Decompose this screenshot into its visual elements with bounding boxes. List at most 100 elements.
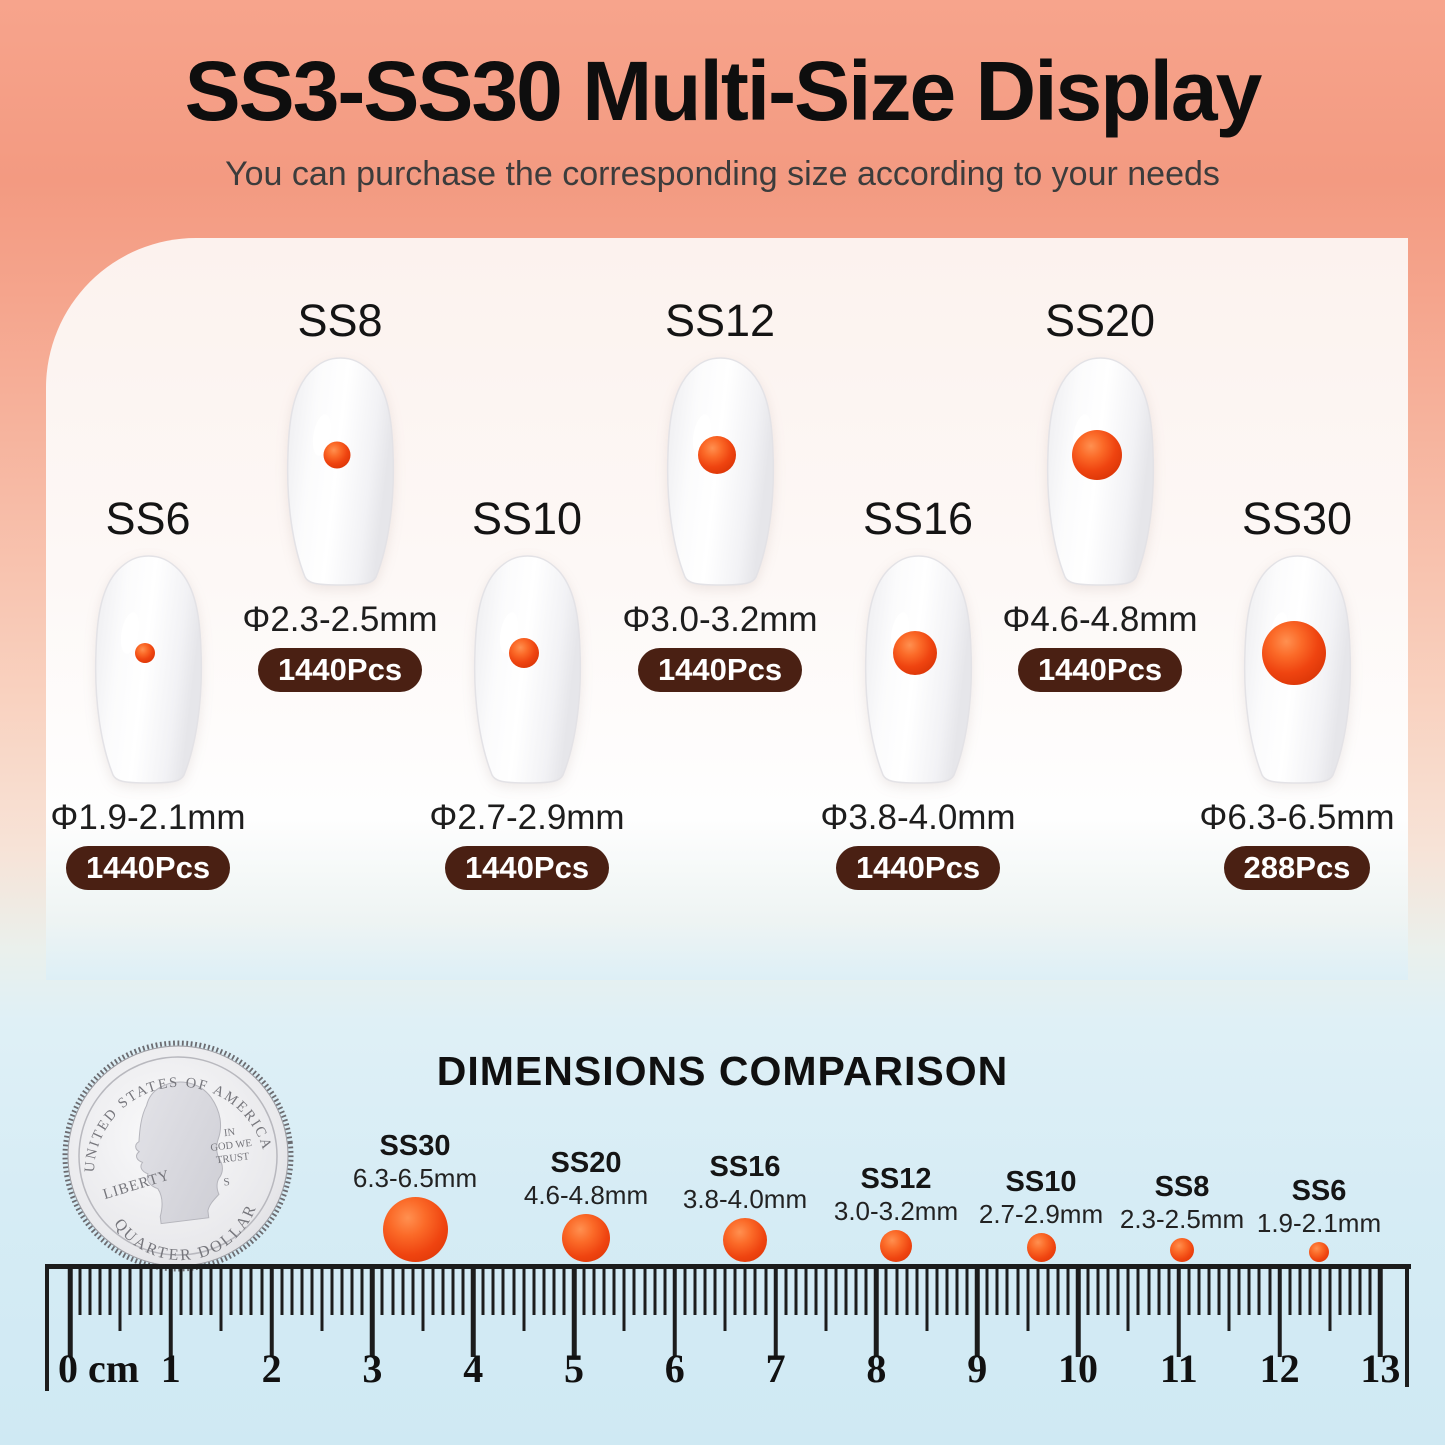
ruler-tick xyxy=(1378,1269,1383,1357)
size-card-ss20: SS20 Φ4.6-4.8mm 1440Pcs xyxy=(980,296,1220,692)
ruler-tick xyxy=(340,1269,344,1315)
size-card-ss30: SS30 Φ6.3-6.5mm 288Pcs xyxy=(1177,494,1417,890)
coin-motto-line1: IN xyxy=(223,1127,236,1139)
ruler-tick xyxy=(895,1269,899,1315)
dimensions-comparison-title: DIMENSIONS COMPARISON xyxy=(436,1048,1009,1094)
size-name-label: SS12 xyxy=(664,295,776,346)
dot-name-label: SS20 xyxy=(550,1147,622,1179)
size-card-ss16: SS16 Φ3.8-4.0mm 1440Pcs xyxy=(798,494,1038,890)
ruler-tick xyxy=(1056,1269,1060,1315)
ruler-tick xyxy=(88,1269,92,1315)
dot-size-label: 2.7-2.9mm xyxy=(978,1199,1104,1229)
dot-size-label: 1.9-2.1mm xyxy=(1256,1208,1382,1238)
ruler-tick xyxy=(1167,1269,1171,1315)
ruler-tick xyxy=(542,1269,546,1315)
diameter-label: Φ4.6-4.8mm xyxy=(1002,600,1198,639)
nail-highlight xyxy=(312,414,331,456)
size-card-ss10: SS10 Φ2.7-2.9mm 1440Pcs xyxy=(407,494,647,890)
ruler-tick xyxy=(925,1269,929,1331)
ruler-tick xyxy=(1136,1269,1140,1315)
ruler-tick xyxy=(1288,1269,1292,1315)
ruler-tick xyxy=(632,1269,636,1315)
ruler-tick xyxy=(1358,1269,1362,1315)
ruler-number: 1 xyxy=(160,1346,181,1391)
ruler-tick xyxy=(672,1269,678,1357)
ruler-tick xyxy=(1277,1269,1282,1357)
nail-tip-graphic xyxy=(94,555,202,784)
ruler-tick xyxy=(864,1269,868,1315)
ruler-tick xyxy=(622,1269,626,1331)
diameter-label: Φ1.9-2.1mm xyxy=(50,798,246,837)
ruler-tick xyxy=(481,1269,485,1315)
ruler-tick xyxy=(804,1269,808,1315)
ruler-tick xyxy=(159,1269,163,1315)
ruler-tick xyxy=(1197,1269,1201,1315)
ruler-tick xyxy=(874,1269,879,1357)
ruler-right-edge xyxy=(1405,1269,1409,1387)
dot-name-label: SS8 xyxy=(1154,1171,1210,1203)
coin-inner-rim xyxy=(78,1056,278,1256)
size-name-label: SS16 xyxy=(862,493,974,544)
size-card-ss8: SS8 Φ2.3-2.5mm 1440Pcs xyxy=(220,296,460,692)
rhinestone-gem xyxy=(1071,430,1122,480)
gem-dot xyxy=(723,1218,767,1262)
size-card-ss12: SS12 Φ3.0-3.2mm 1440Pcs xyxy=(600,296,840,692)
nail-tip-graphic xyxy=(666,357,774,586)
size-card-ss6: SS6 Φ1.9-2.1mm 1440Pcs xyxy=(28,494,268,890)
ruler-tick xyxy=(330,1269,334,1315)
size-name-label: SS8 xyxy=(297,295,383,346)
ruler-number: 4 xyxy=(463,1346,484,1391)
gem-dot xyxy=(880,1230,912,1262)
ruler-tick xyxy=(1016,1269,1020,1315)
ruler-tick xyxy=(733,1269,737,1315)
ruler-tick xyxy=(794,1269,798,1315)
dot-group-ss30: SS30 6.3-6.5mm xyxy=(330,1112,500,1262)
ruler-tick xyxy=(571,1269,577,1357)
gem-dot xyxy=(562,1214,610,1262)
rhinestone-gem xyxy=(134,643,155,663)
ruler-tick xyxy=(421,1269,425,1331)
dot-name-label: SS6 xyxy=(1291,1175,1347,1207)
ruler-tick xyxy=(1126,1269,1130,1331)
ruler-tick xyxy=(189,1269,193,1315)
ruler-tick xyxy=(552,1269,556,1315)
ruler-number: 7 xyxy=(765,1346,786,1391)
dot-name-label: SS10 xyxy=(1005,1166,1077,1198)
ruler-tick xyxy=(491,1269,495,1315)
ruler-tick xyxy=(98,1269,102,1315)
ruler-tick xyxy=(915,1269,919,1315)
ruler-tick xyxy=(199,1269,203,1315)
ruler-tick xyxy=(743,1269,747,1315)
gem-dot xyxy=(1170,1238,1194,1262)
dot-name-label: SS30 xyxy=(379,1130,451,1162)
gem-dot xyxy=(1026,1233,1056,1262)
ruler-tick xyxy=(1328,1269,1332,1331)
size-name-label: SS30 xyxy=(1241,493,1353,544)
ruler-tick xyxy=(370,1269,375,1357)
dot-size-label: 3.8-4.0mm xyxy=(682,1184,808,1214)
ruler-tick xyxy=(643,1269,647,1315)
dot-name-label: SS16 xyxy=(709,1151,781,1183)
count-badge: 1440Pcs xyxy=(257,648,423,692)
ruler-tick xyxy=(451,1269,455,1315)
ruler-tick xyxy=(1227,1269,1231,1331)
ruler-tick xyxy=(310,1269,314,1315)
ruler-number: 8 xyxy=(866,1346,887,1391)
nail-tip-graphic xyxy=(1243,555,1351,784)
ruler-tick xyxy=(1237,1269,1241,1315)
dot-group-ss12: SS12 3.0-3.2mm xyxy=(811,1112,981,1262)
ruler-tick xyxy=(219,1269,223,1331)
ruler-tick xyxy=(1147,1269,1151,1315)
ruler-tick xyxy=(350,1269,354,1315)
ruler-tick xyxy=(108,1269,112,1315)
ruler-tick xyxy=(854,1269,858,1315)
ruler-tick xyxy=(814,1269,818,1315)
count-badge: 1440Pcs xyxy=(444,846,610,890)
ruler-tick xyxy=(935,1269,939,1315)
ruler-tick xyxy=(532,1269,536,1315)
nail-tip-graphic xyxy=(864,555,972,784)
ruler-number: 2 xyxy=(261,1346,282,1391)
coin-motto-line3: TRUST xyxy=(216,1151,251,1166)
ruler-tick xyxy=(128,1269,132,1315)
